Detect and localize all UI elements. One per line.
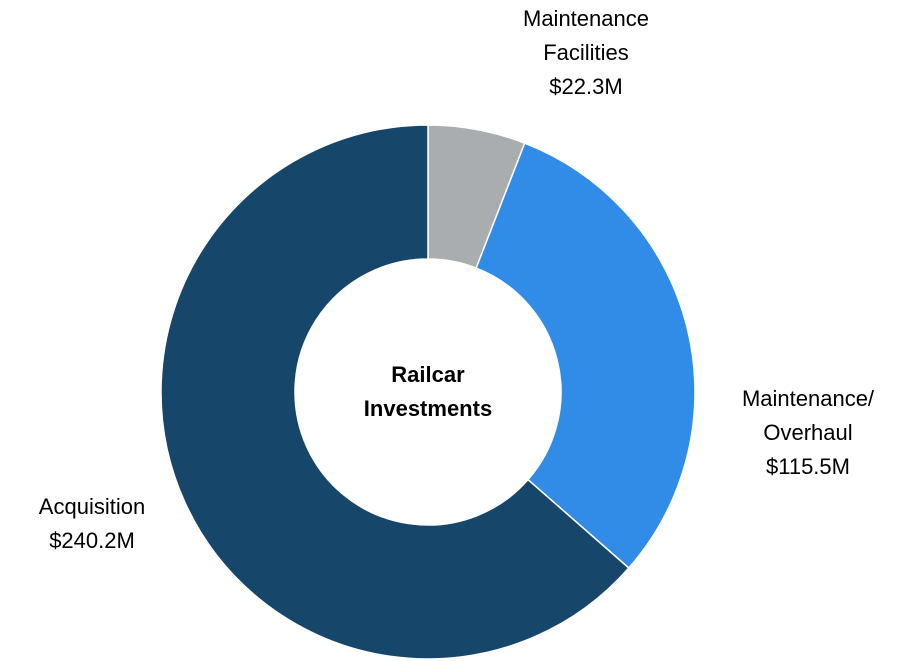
slice-label: Facilities <box>543 40 629 65</box>
value-label: $240.2M <box>49 528 135 553</box>
value-label: $115.5M <box>766 454 850 479</box>
slice-label: Maintenance <box>523 6 649 31</box>
value-label: $22.3M <box>549 74 622 99</box>
slice-label: Overhaul <box>763 420 852 445</box>
center-label: Railcar <box>391 362 465 387</box>
slice-label: Acquisition <box>39 494 145 519</box>
donut-slice <box>160 124 630 660</box>
slice-label: Maintenance/ <box>742 386 875 411</box>
center-label: Investments <box>364 396 492 421</box>
donut-slice <box>475 142 696 570</box>
